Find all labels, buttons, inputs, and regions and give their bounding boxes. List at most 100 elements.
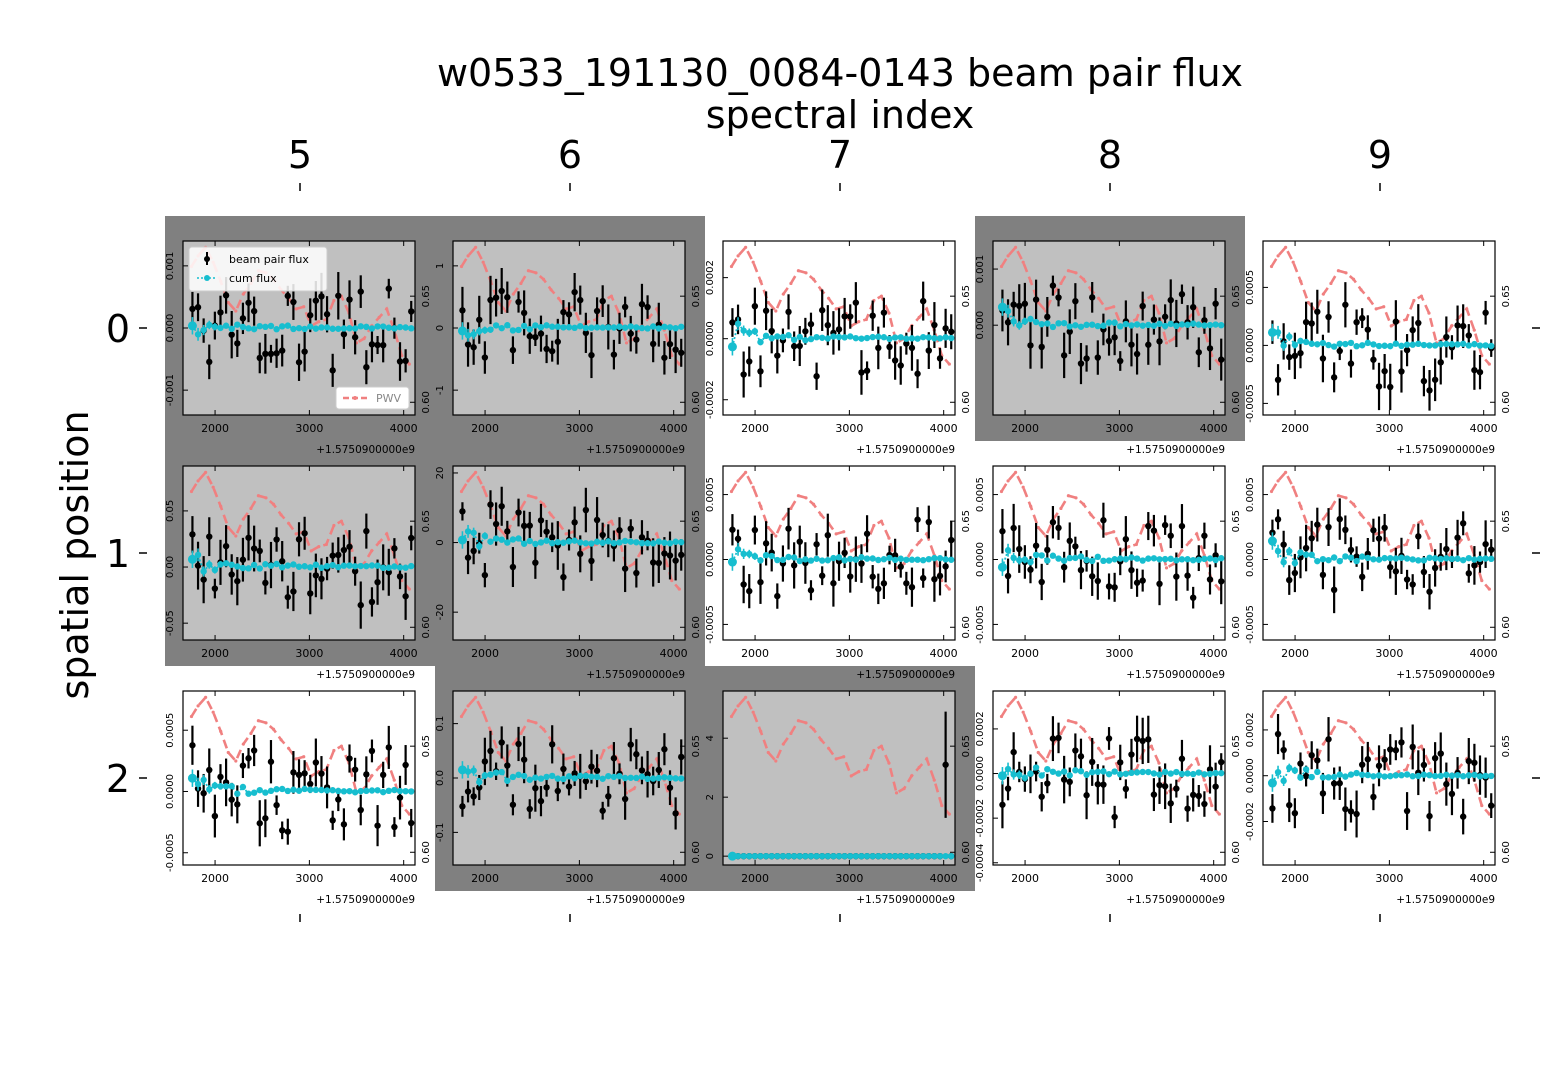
cum-flux-point <box>363 562 370 570</box>
cum-flux-point <box>847 852 854 860</box>
beam-pair-flux-point <box>1218 758 1225 766</box>
cum-flux-point <box>312 561 320 568</box>
pwv-tick-label: 0.60 <box>691 616 702 638</box>
cum-flux-point <box>903 556 910 563</box>
cum-flux-point <box>368 562 376 569</box>
beam-pair-flux-point <box>335 292 342 299</box>
pwv-point <box>294 757 298 761</box>
pwv-point <box>1195 757 1199 761</box>
legend-box <box>188 246 328 292</box>
beam-pair-flux-point <box>661 550 668 557</box>
cum-flux-point <box>532 774 539 781</box>
pwv-point <box>511 742 515 746</box>
cum-flux-point <box>1167 320 1174 328</box>
cum-flux-point <box>335 563 342 571</box>
pwv-point <box>766 750 770 755</box>
beam-pair-flux-point <box>1049 519 1057 526</box>
cum-flux-point <box>582 772 590 780</box>
cum-flux-point <box>200 326 207 334</box>
beam-pair-flux-point <box>340 546 348 554</box>
y-tick-label: 1 <box>435 263 446 269</box>
beam-pair-flux-point <box>1010 524 1017 532</box>
pwv-point <box>1329 731 1333 736</box>
cum-flux-point <box>295 563 303 570</box>
pwv-point <box>887 761 891 765</box>
cum-flux-point <box>582 540 590 547</box>
pwv-tick-label: 0.60 <box>961 841 972 863</box>
beam-pair-flux-point <box>1173 785 1180 792</box>
cum-flux-point <box>318 324 325 331</box>
cum-flux-point <box>256 322 263 330</box>
beam-pair-flux-point <box>273 801 280 809</box>
pwv-point <box>1344 271 1348 275</box>
pwv-point <box>1419 294 1424 298</box>
pwv-point <box>219 729 223 733</box>
pwv-point <box>736 254 740 258</box>
beam-pair-flux-point <box>189 305 196 313</box>
cum-flux-point <box>948 556 955 563</box>
beam-pair-flux-point <box>577 296 584 304</box>
cum-flux-point <box>627 323 634 330</box>
beam-pair-flux-point <box>863 530 871 537</box>
beam-pair-flux-point <box>1387 383 1394 391</box>
cum-flux-point <box>746 329 753 336</box>
y-tick-label: -0.05 <box>165 610 176 636</box>
axes-background <box>993 691 1225 865</box>
beam-pair-flux-point <box>464 788 472 795</box>
cum-flux-point <box>1055 555 1062 562</box>
cum-flux-point <box>757 852 764 860</box>
beam-pair-flux-point <box>880 309 888 316</box>
beam-pair-flux-point <box>1195 792 1202 800</box>
cum-flux-point <box>1032 764 1040 771</box>
cum-flux-point <box>919 852 927 860</box>
cum-flux-point <box>481 327 489 334</box>
beam-pair-flux-point <box>1044 546 1051 554</box>
cum-flux-point <box>357 787 364 795</box>
cum-flux-point <box>273 326 280 333</box>
cum-flux-point <box>1189 556 1197 564</box>
beam-pair-flux-point <box>813 373 820 380</box>
beam-pair-flux-point <box>1010 748 1017 756</box>
cum-flux-point <box>520 540 528 547</box>
cum-flux-point <box>824 335 832 342</box>
beam-pair-flux-point <box>638 301 646 308</box>
cum-flux-point <box>273 786 280 793</box>
cum-flux-point <box>565 324 573 331</box>
pwv-point <box>481 710 485 714</box>
pwv-point <box>1359 513 1363 517</box>
cum-flux-point <box>740 852 747 860</box>
pwv-point <box>294 307 298 311</box>
subplot-r2-c4: 2000 3000 4000+1.5750900000e9-0.00020.0000… <box>1245 690 1512 906</box>
beam-pair-flux-point <box>368 747 376 755</box>
pwv-tick-label: 0.65 <box>1231 510 1242 532</box>
cum-flux-point <box>599 539 606 546</box>
cum-flux-point <box>284 562 292 569</box>
pwv-point <box>917 765 921 769</box>
cum-flux-point <box>1195 769 1202 776</box>
pwv-point <box>1465 307 1469 311</box>
beam-pair-flux-point <box>936 355 944 362</box>
cum-flux-point <box>875 333 882 340</box>
cum-flux-point <box>470 331 477 338</box>
pwv-point <box>1321 292 1325 296</box>
cum-flux-point <box>1437 555 1444 563</box>
x-offset-label: +1.5750900000e9 <box>856 669 955 681</box>
axes-frame <box>1262 240 1496 416</box>
cum-flux-point <box>824 557 832 564</box>
cum-flux-point <box>526 326 533 333</box>
beam-pair-flux-point <box>1004 572 1012 580</box>
beam-pair-flux-point <box>666 784 674 791</box>
beam-pair-flux-point <box>1342 526 1349 534</box>
beam-pair-flux-point <box>509 801 517 808</box>
beam-pair-flux-point <box>852 299 860 306</box>
pwv-point <box>1014 245 1018 249</box>
beam-pair-flux-point <box>891 357 899 364</box>
beam-pair-flux-point <box>234 801 241 808</box>
cum-flux-point <box>942 852 949 860</box>
beam-pair-flux-point <box>1347 546 1355 554</box>
beam-pair-flux-point <box>621 565 629 572</box>
beam-pair-flux-point <box>239 556 247 563</box>
cum-flux-point <box>1431 772 1439 780</box>
cum-flux-point <box>1060 557 1068 564</box>
cum-flux-point <box>903 852 910 860</box>
